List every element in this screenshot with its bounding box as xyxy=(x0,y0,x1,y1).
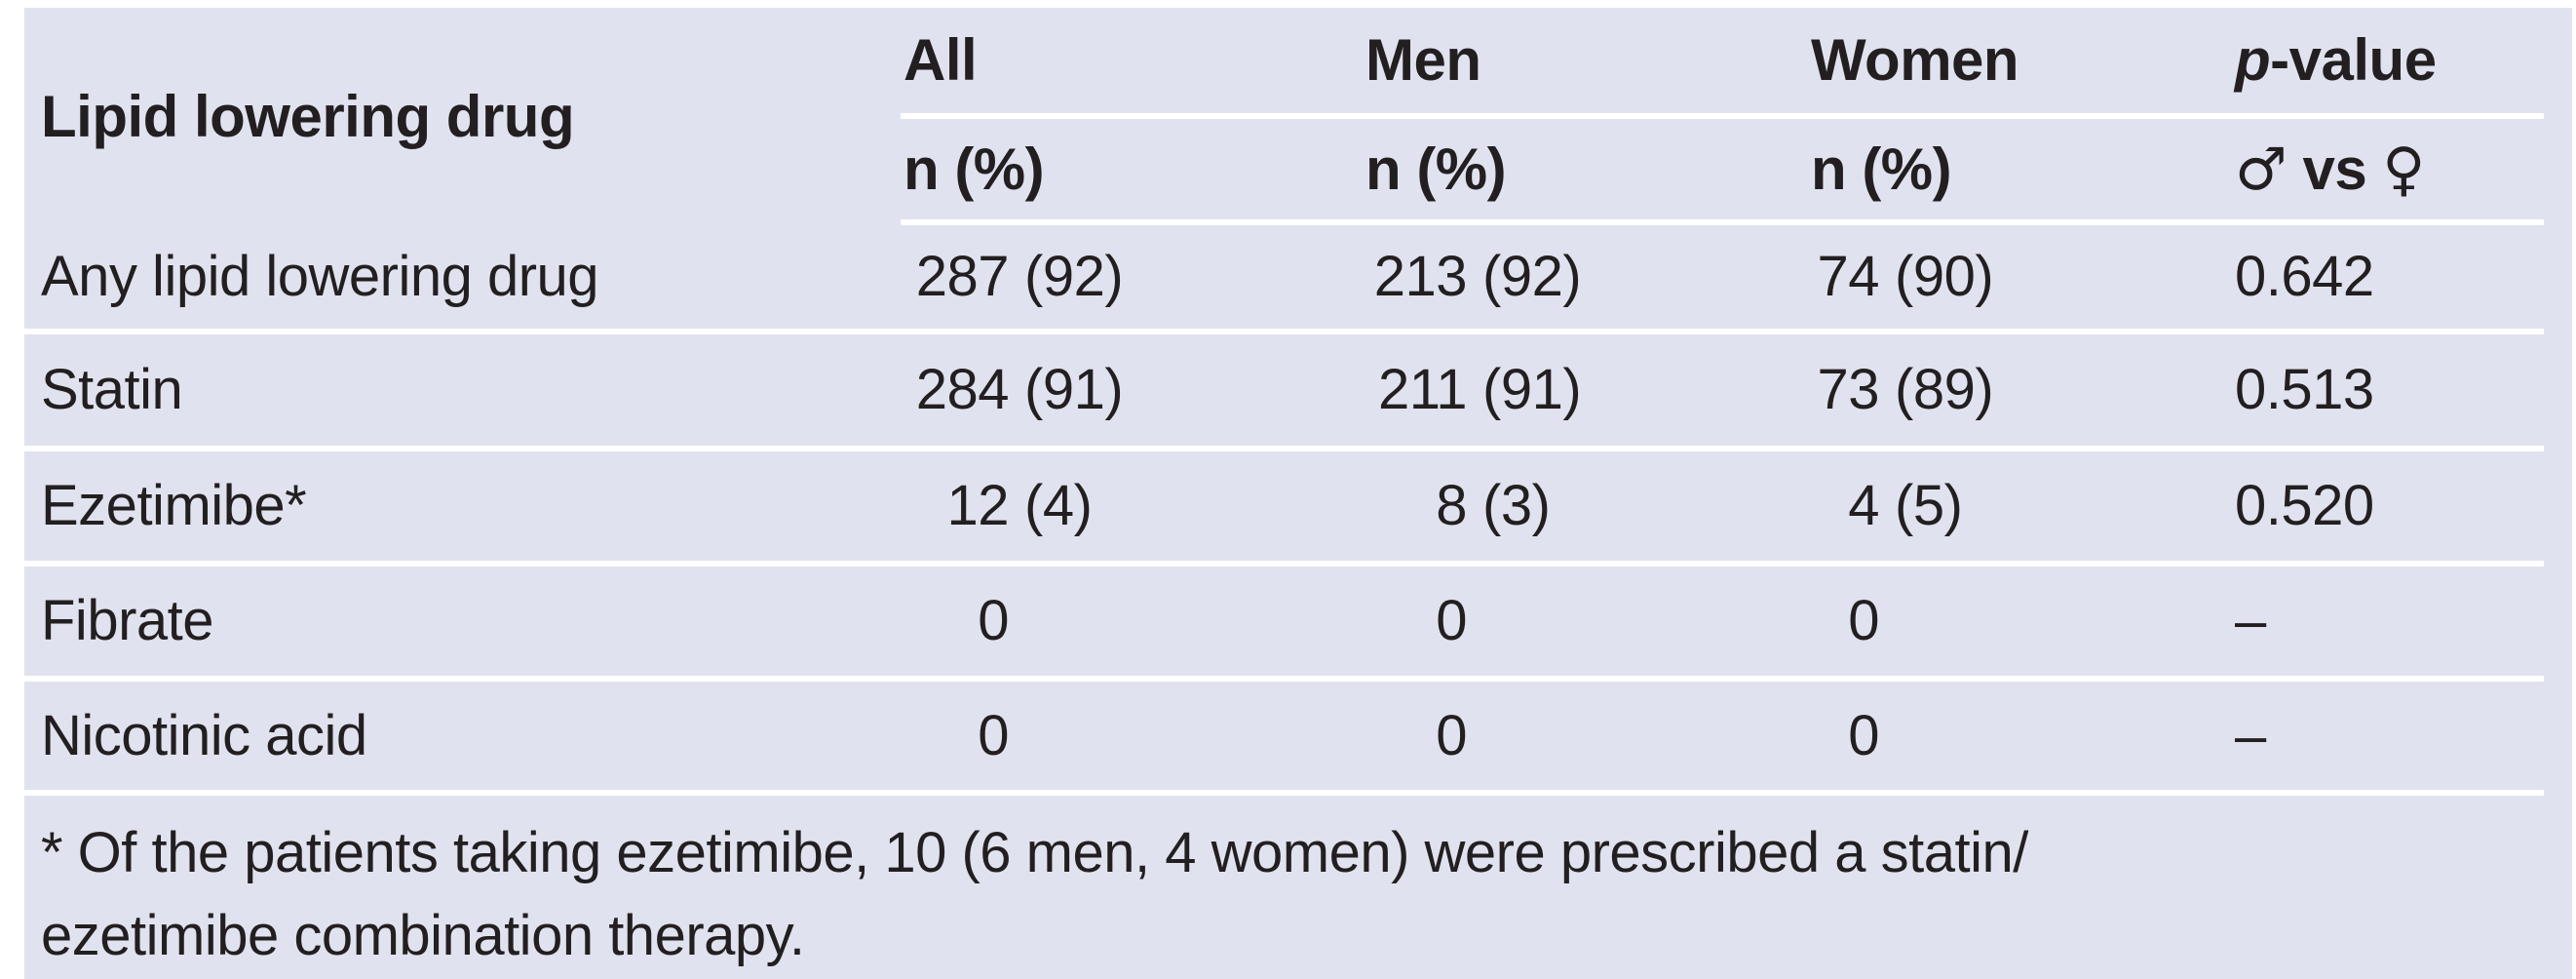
male-symbol-icon: ♂ xyxy=(2235,135,2288,204)
subheader-male-vs-female: ♂ vs ♀ xyxy=(2232,119,2544,225)
header-row-subheads: n (%) n (%) n (%) ♂ vs ♀ xyxy=(24,119,2544,225)
subheader-all-npct: n (%) xyxy=(901,119,1363,225)
table-panel: Lipid lowering drug All Men Women p-valu… xyxy=(24,8,2572,979)
subheader-men-npct: n (%) xyxy=(1363,119,1808,225)
cell-men: 211 (91) xyxy=(1363,334,1808,451)
cell-women: 73 (89) xyxy=(1808,334,2232,451)
pvalue-rest: -value xyxy=(2270,27,2437,93)
table-title-cell: Lipid lowering drug xyxy=(41,83,575,149)
pvalue-italic-p: p xyxy=(2235,27,2271,93)
subheader-women-npct: n (%) xyxy=(1808,119,2232,225)
cell-men: 0 xyxy=(1363,682,1808,796)
table-row: Ezetimibe* 12 (4) 8 (3) 4 (5) 0.520 xyxy=(24,451,2544,567)
cell-men: 0 xyxy=(1363,567,1808,682)
cell-all: 284 (91) xyxy=(901,334,1363,451)
row-label: Fibrate xyxy=(24,567,901,682)
table-row: Any lipid lowering drug 287 (92) 213 (92) … xyxy=(24,225,2544,334)
row-label: Any lipid lowering drug xyxy=(24,225,901,334)
cell-pvalue: 0.520 xyxy=(2232,451,2544,567)
table-row: Nicotinic acid 0 0 0 – xyxy=(24,682,2544,796)
row-label: Statin xyxy=(24,334,901,451)
cell-men: 8 (3) xyxy=(1363,451,1808,567)
cell-all: 0 xyxy=(901,682,1363,796)
table-row: Statin 284 (91) 211 (91) 73 (89) 0.513 xyxy=(24,334,2544,451)
header-row-groups: Lipid lowering drug All Men Women p-valu… xyxy=(24,8,2544,148)
column-header-men: Men xyxy=(1363,8,1808,119)
column-header-pvalue: p-value xyxy=(2232,8,2544,119)
cell-women: 4 (5) xyxy=(1808,451,2232,567)
female-symbol-icon: ♀ xyxy=(2382,135,2425,204)
table-row: Fibrate 0 0 0 – xyxy=(24,567,2544,682)
cell-women: 74 (90) xyxy=(1808,225,2232,334)
footnote-row: * Of the patients taking ezetimibe, 10 (… xyxy=(24,796,2544,979)
cell-all: 0 xyxy=(901,567,1363,682)
cell-all: 287 (92) xyxy=(901,225,1363,334)
cell-women: 0 xyxy=(1808,682,2232,796)
column-header-women: Women xyxy=(1808,8,2232,119)
column-header-all: All xyxy=(901,8,1363,119)
cell-pvalue: – xyxy=(2232,567,2544,682)
vs-label: vs xyxy=(2287,136,2383,202)
cell-pvalue: – xyxy=(2232,682,2544,796)
lipid-lowering-drug-table: Lipid lowering drug All Men Women p-valu… xyxy=(24,8,2544,979)
cell-pvalue: 0.513 xyxy=(2232,334,2544,451)
row-label: Ezetimibe* xyxy=(24,451,901,567)
footnote: * Of the patients taking ezetimibe, 10 (… xyxy=(24,796,2544,979)
cell-men: 213 (92) xyxy=(1363,225,1808,334)
cell-women: 0 xyxy=(1808,567,2232,682)
footnote-line-2: ezetimibe combination therapy. xyxy=(41,904,805,967)
row-label: Nicotinic acid xyxy=(24,682,901,796)
footnote-line-1: * Of the patients taking ezetimibe, 10 (… xyxy=(41,821,2028,884)
cell-all: 12 (4) xyxy=(901,451,1363,567)
cell-pvalue: 0.642 xyxy=(2232,225,2544,334)
